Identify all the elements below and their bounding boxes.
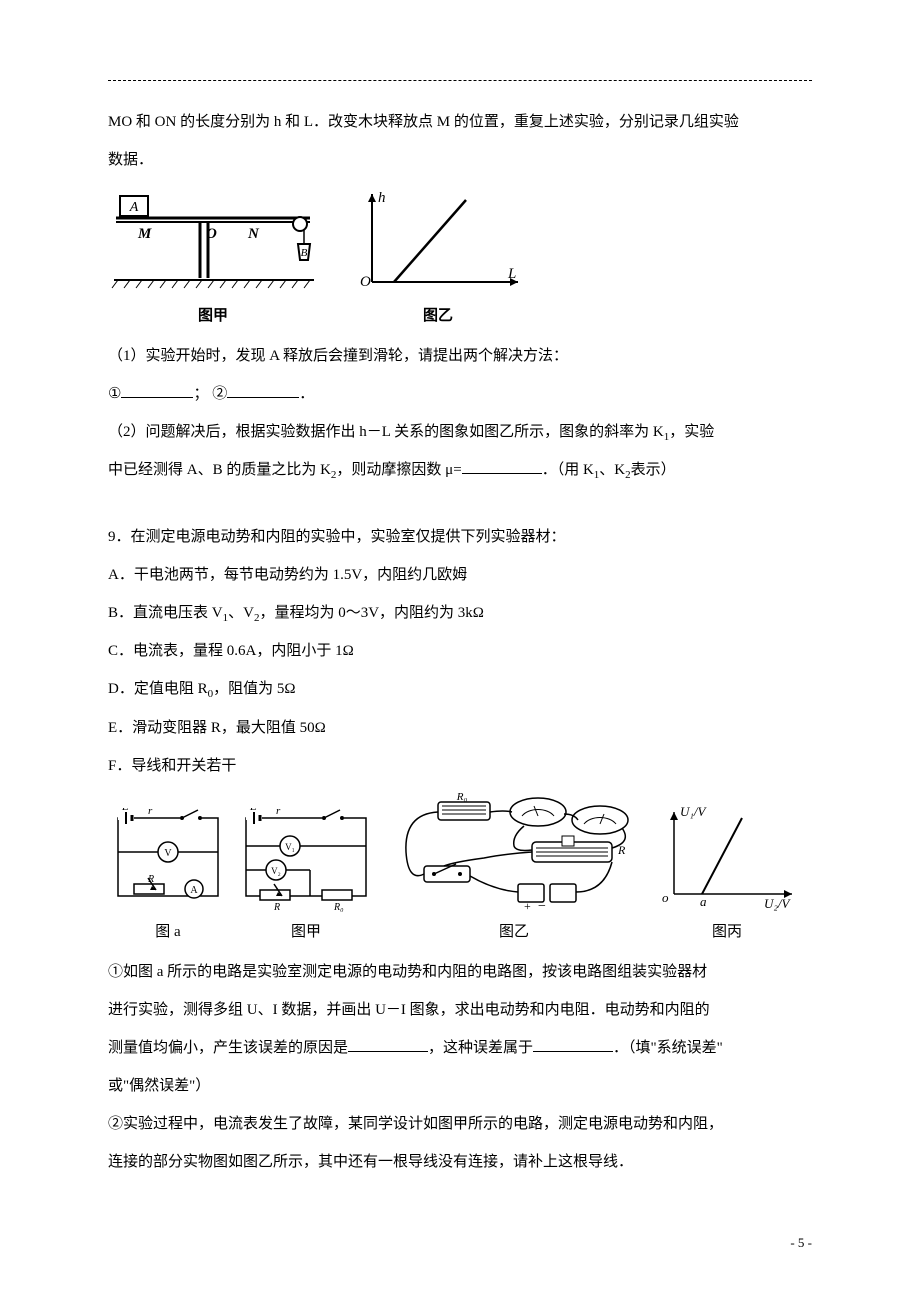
p9-B-pre: B．直流电压表 V: [108, 605, 223, 621]
figure-row-1: A M O N B: [108, 186, 812, 334]
p9-E: E．滑动变阻器 R，最大阻值 50Ω: [108, 710, 812, 746]
fa-V: V: [164, 848, 172, 859]
top-rule-line: [108, 80, 812, 81]
figure-yi: O L h 图乙: [348, 186, 528, 334]
fj2-E: E: [249, 808, 257, 813]
q2-l2-mid: ，则动摩擦因数 μ=: [336, 462, 461, 478]
fig-a-caption: 图 a: [108, 914, 228, 950]
q2-l2-pre: 中已经测得 A、B 的质量之比为 K: [108, 462, 331, 478]
fa-r: r: [148, 808, 153, 817]
fb-o: o: [662, 890, 669, 905]
qa-l5: ②实验过程中，电流表发生了故障，某同学设计如图甲所示的电路，测定电源电动势和内阻…: [108, 1106, 812, 1142]
fj2-V2: V₂: [271, 866, 281, 876]
p9-title: 9．在测定电源电动势和内阻的实验中，实验室仅提供下列实验器材：: [108, 519, 812, 555]
content-region: MO 和 ON 的长度分别为 h 和 L．改变木块释放点 M 的位置，重复上述实…: [108, 60, 812, 1180]
fy2-R0: R₀: [456, 792, 468, 803]
q1-opt2-prefix: ②: [212, 386, 227, 402]
figure-a: E r S V R A: [108, 808, 228, 950]
blank-2: [227, 383, 299, 398]
label-B: B: [301, 247, 308, 259]
intro-line2: 数据．: [108, 142, 812, 178]
q2-l2-post2: 、K: [599, 462, 625, 478]
q2-l2-post3: 表示）: [631, 462, 676, 478]
q1-blanks: ① ； ② ．: [108, 376, 812, 412]
label-A: A: [129, 200, 139, 215]
q2-l1-pre: （2）问题解决后，根据实验数据作出 h－L 关系的图象如图乙所示，图象的斜率为 …: [108, 424, 664, 440]
qa-l1: ①如图 a 所示的电路是实验室测定电源的电动势和内阻的电路图，按该电路图组装实验…: [108, 954, 812, 990]
p9-D: D．定值电阻 R0，阻值为 5Ω: [108, 671, 812, 707]
fa-E: E: [121, 808, 129, 813]
intro-line1: MO 和 ON 的长度分别为 h 和 L．改变木块释放点 M 的位置，重复上述实…: [108, 104, 812, 140]
fj2-R: R: [273, 902, 280, 912]
p9-B-mid: 、V: [228, 605, 254, 621]
blank-1: [121, 383, 193, 398]
fig-jia2-caption: 图甲: [236, 914, 376, 950]
q2-line1: （2）问题解决后，根据实验数据作出 h－L 关系的图象如图乙所示，图象的斜率为 …: [108, 414, 812, 450]
fj2-V1: V₁: [285, 842, 295, 852]
fa-R: R: [147, 874, 154, 885]
fj2-R0: R₀: [333, 902, 344, 912]
qa-l4: 或"偶然误差"）: [108, 1068, 812, 1104]
blank-mu: [462, 459, 542, 474]
figure-jia: A M O N B: [108, 186, 318, 334]
axis-h: h: [378, 190, 386, 206]
label-N: N: [247, 226, 260, 242]
qa-l2: 进行实验，测得多组 U、I 数据，并画出 U－I 图象，求出电动势和内电阻．电动…: [108, 992, 812, 1028]
qa-l6: 连接的部分实物图如图乙所示，其中还有一根导线没有连接，请补上这根导线．: [108, 1144, 812, 1180]
p9-D-pre: D．定值电阻 R: [108, 681, 208, 697]
label-M: M: [137, 226, 152, 242]
q1-prompt: （1）实验开始时，发现 A 释放后会撞到滑轮，请提出两个解决方法：: [108, 338, 812, 374]
fig-yi-caption: 图乙: [348, 298, 528, 334]
fa-S: S: [188, 808, 194, 811]
fb-U2: U₂/V: [764, 896, 792, 911]
p9-D-post: ，阻值为 5Ω: [213, 681, 295, 697]
svg-text:O: O: [360, 274, 371, 290]
p9-B: B．直流电压表 V1、V2，量程均为 0～3V，内阻约为 3kΩ: [108, 595, 812, 631]
fig-yi2-caption: 图乙: [384, 914, 644, 950]
qa-l3-pre: 测量值均偏小，产生该误差的原因是: [108, 1040, 348, 1056]
qa-l3-post: ．（填"系统误差": [613, 1040, 723, 1056]
figure-yi2: R₀ R +−: [384, 792, 644, 950]
blank-cause: [348, 1037, 428, 1052]
fj2-r: r: [276, 808, 281, 817]
fj2-S: S: [330, 808, 336, 811]
q1-sep: ；: [193, 386, 208, 402]
fig-jia-caption: 图甲: [108, 298, 318, 334]
figure-bing: o a U₁/V U₂/V 图丙: [652, 802, 802, 950]
p9-A: A．干电池两节，每节电动势约为 1.5V，内阻约几欧姆: [108, 557, 812, 593]
svg-text:−: −: [538, 899, 546, 912]
fb-a: a: [700, 894, 707, 909]
q1-opt1-prefix: ①: [108, 386, 121, 402]
p9-C: C．电流表，量程 0.6A，内阻小于 1Ω: [108, 633, 812, 669]
qa-l3-mid: ，这种误差属于: [428, 1040, 533, 1056]
blank-type: [533, 1037, 613, 1052]
svg-text:+: +: [524, 899, 531, 912]
q2-l1-post: ，实验: [669, 424, 714, 440]
fa-A: A: [190, 885, 198, 896]
page-number: - 5 -: [790, 1227, 812, 1258]
axis-L: L: [507, 266, 516, 282]
q2-l2-post: ．（用 K: [542, 462, 594, 478]
q1-period: ．: [299, 386, 314, 402]
qa-l3: 测量值均偏小，产生该误差的原因是 ，这种误差属于 ．（填"系统误差": [108, 1030, 812, 1066]
figure-row-2: E r S V R A: [108, 792, 812, 950]
fig-bing-caption: 图丙: [652, 914, 802, 950]
p9-B-post: ，量程均为 0～3V，内阻约为 3kΩ: [259, 605, 483, 621]
p9-F: F．导线和开关若干: [108, 748, 812, 784]
figure-jia2: E r S V₁ V₂: [236, 808, 376, 950]
fb-U1: U₁/V: [680, 804, 708, 819]
q2-line2: 中已经测得 A、B 的质量之比为 K2，则动摩擦因数 μ=．（用 K1、K2表示…: [108, 452, 812, 488]
